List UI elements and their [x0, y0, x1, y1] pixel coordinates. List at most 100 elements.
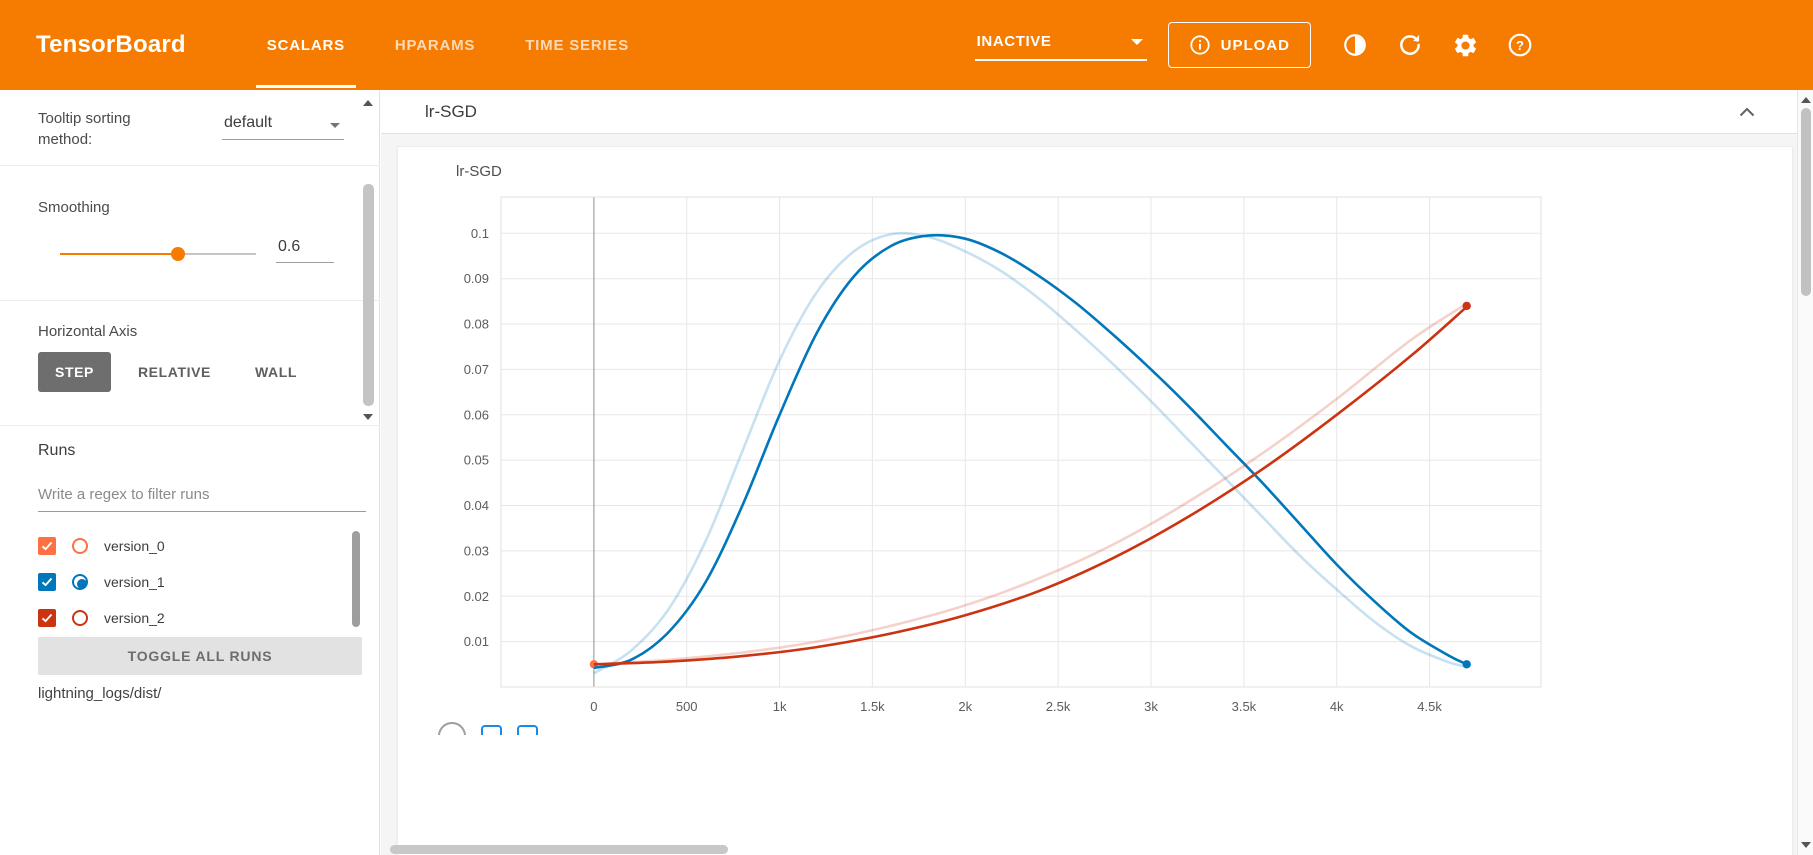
expand-chart-icon[interactable] [438, 722, 466, 735]
sidebar-scrollbar-thumb[interactable] [363, 184, 374, 406]
info-icon [1190, 35, 1210, 55]
log-directory-label: lightning_logs/dist/ [38, 685, 162, 702]
runs-section-title: Runs [38, 442, 76, 459]
runs-filter-input[interactable] [38, 482, 366, 512]
svg-text:0.1: 0.1 [471, 226, 489, 241]
svg-text:0.04: 0.04 [464, 498, 489, 513]
tab-scalars[interactable]: SCALARS [242, 0, 370, 90]
refresh-button[interactable] [1389, 24, 1431, 66]
help-button[interactable]: ? [1499, 24, 1541, 66]
check-icon [41, 577, 53, 587]
svg-text:0.08: 0.08 [464, 317, 489, 332]
run-radio[interactable] [72, 538, 88, 554]
run-checkbox[interactable] [38, 609, 56, 627]
run-list: version_0 version_1 version_2 [38, 528, 348, 636]
header-actions: INACTIVE UPLOAD [974, 22, 1541, 68]
check-icon [41, 541, 53, 551]
chevron-down-icon [330, 123, 340, 128]
horizontal-scrollbar-thumb[interactable] [390, 845, 728, 854]
upload-button-label: UPLOAD [1220, 36, 1290, 54]
chevron-down-icon [1130, 38, 1143, 45]
svg-text:0.01: 0.01 [464, 634, 489, 649]
chart-title: lr-SGD [456, 163, 502, 180]
svg-text:500: 500 [676, 699, 698, 714]
run-label: version_2 [104, 610, 165, 626]
run-label: version_0 [104, 538, 165, 554]
tooltip-sorting-value: default [224, 114, 273, 131]
svg-text:2k: 2k [958, 699, 972, 714]
chart-footer-icons [438, 722, 538, 735]
svg-text:0.09: 0.09 [464, 271, 489, 286]
scalar-section-header[interactable]: lr-SGD [381, 90, 1797, 134]
section-title: lr-SGD [425, 101, 477, 121]
svg-text:0.07: 0.07 [464, 362, 489, 377]
theme-toggle-button[interactable] [1334, 24, 1376, 66]
upload-button[interactable]: UPLOAD [1167, 22, 1311, 68]
axis-relative-button[interactable]: RELATIVE [121, 352, 228, 392]
help-icon: ? [1508, 33, 1532, 57]
tab-hparams[interactable]: HPARAMS [394, 36, 476, 54]
run-radio[interactable] [72, 610, 88, 626]
scroll-up-icon[interactable] [1801, 97, 1811, 103]
tooltip-sorting-select[interactable]: default [222, 114, 344, 140]
svg-text:1.5k: 1.5k [860, 699, 885, 714]
horizontal-axis-buttons: STEP RELATIVE WALL [38, 352, 314, 392]
main-content: lr-SGD lr-SGD 0.01 0.02 0.03 0.04 0.05 0.06 0.… [381, 90, 1797, 855]
vertical-scrollbar[interactable] [1797, 90, 1813, 855]
axis-wall-button[interactable]: WALL [238, 352, 314, 392]
run-radio[interactable] [72, 574, 88, 590]
vertical-scrollbar-thumb[interactable] [1801, 108, 1811, 296]
contrast-icon [1344, 34, 1366, 56]
run-checkbox[interactable] [38, 573, 56, 591]
horizontal-axis-label: Horizontal Axis [38, 323, 138, 340]
run-label: version_1 [104, 574, 165, 590]
collapse-section-button[interactable] [1739, 107, 1755, 117]
svg-text:0.02: 0.02 [464, 589, 489, 604]
run-row-version-0[interactable]: version_0 [38, 528, 348, 564]
app-header: TensorBoard SCALARS HPARAMS TIME SERIES … [0, 0, 1813, 90]
run-list-scrollbar-thumb[interactable] [352, 531, 360, 627]
run-row-version-1[interactable]: version_1 [38, 564, 348, 600]
refresh-icon [1400, 35, 1420, 55]
scalar-line-chart[interactable]: 0.01 0.02 0.03 0.04 0.05 0.06 0.07 0.08 0.09 0.1 0… [398, 187, 1793, 747]
status-dropdown-value: INACTIVE [976, 33, 1052, 50]
slider-fill [60, 253, 178, 255]
gear-icon [1454, 34, 1476, 56]
check-icon [41, 613, 53, 623]
fit-domain-icon[interactable] [481, 725, 502, 735]
scroll-up-icon[interactable] [363, 100, 373, 106]
scroll-down-icon[interactable] [363, 414, 373, 420]
divider [0, 425, 380, 426]
run-row-version-2[interactable]: version_2 [38, 600, 348, 636]
toggle-all-runs-button[interactable]: TOGGLE ALL RUNS [38, 637, 362, 675]
svg-text:2.5k: 2.5k [1046, 699, 1071, 714]
svg-text:?: ? [1516, 38, 1524, 53]
tooltip-sorting-label: Tooltip sorting method: [38, 110, 131, 148]
svg-text:0.03: 0.03 [464, 543, 489, 558]
smoothing-slider[interactable] [60, 246, 256, 262]
tab-time-series[interactable]: TIME SERIES [525, 36, 630, 54]
scroll-down-icon[interactable] [1801, 842, 1811, 848]
smoothing-label: Smoothing [38, 199, 110, 216]
svg-text:3.5k: 3.5k [1232, 699, 1257, 714]
pin-chart-icon[interactable] [517, 725, 538, 735]
svg-text:4k: 4k [1330, 699, 1344, 714]
svg-text:0.06: 0.06 [464, 407, 489, 422]
svg-text:3k: 3k [1144, 699, 1158, 714]
divider [0, 300, 380, 301]
svg-text:1k: 1k [773, 699, 787, 714]
scalar-chart-card: lr-SGD 0.01 0.02 0.03 0.04 0.05 0.06 0.07 0.08 0… [397, 146, 1793, 855]
app-title: TensorBoard [36, 31, 186, 58]
sidebar-scrollbar[interactable] [360, 94, 377, 426]
chevron-up-icon [1739, 107, 1755, 116]
nav-tabs: SCALARS HPARAMS TIME SERIES [242, 0, 654, 90]
run-checkbox[interactable] [38, 537, 56, 555]
smoothing-value-input[interactable] [276, 236, 334, 263]
axis-step-button[interactable]: STEP [38, 352, 111, 392]
status-dropdown[interactable]: INACTIVE [974, 29, 1147, 61]
svg-text:0: 0 [590, 699, 597, 714]
settings-sidebar: Tooltip sorting method: default Smoothin… [0, 90, 380, 855]
settings-button[interactable] [1444, 24, 1486, 66]
slider-thumb[interactable] [170, 247, 185, 261]
